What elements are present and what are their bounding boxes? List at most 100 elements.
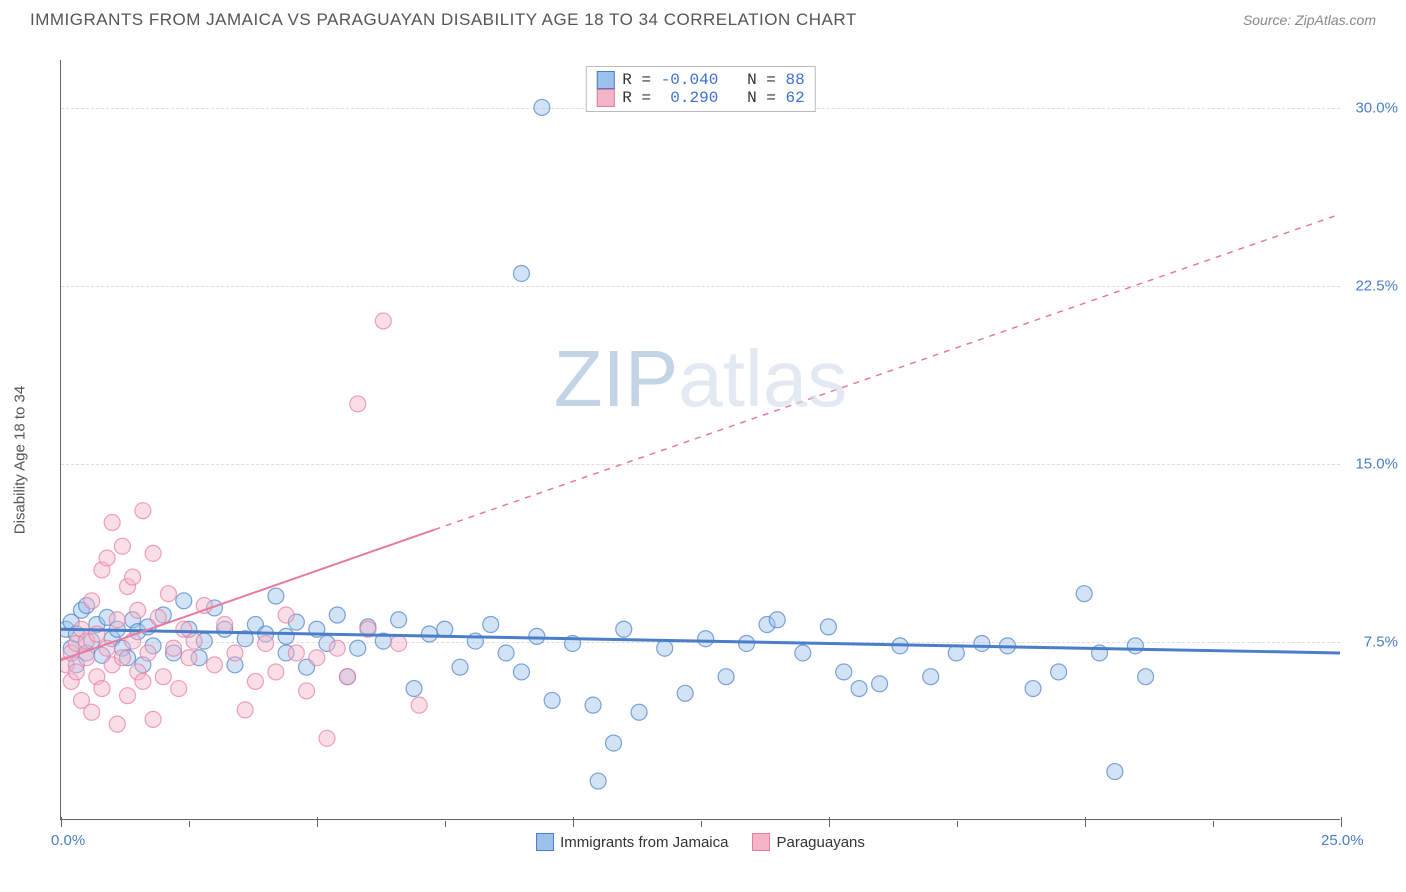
- data-point-paraguay: [125, 569, 141, 585]
- data-point-paraguay: [268, 664, 284, 680]
- data-point-paraguay: [145, 711, 161, 727]
- data-point-jamaica: [836, 664, 852, 680]
- data-point-paraguay: [140, 645, 156, 661]
- data-point-jamaica: [513, 265, 529, 281]
- correlation-text: R = 0.290 N = 62: [622, 89, 804, 107]
- x-axis-max-label: 25.0%: [1321, 832, 1364, 849]
- data-point-jamaica: [278, 628, 294, 644]
- x-tick-minor: [445, 821, 446, 827]
- series-legend: Immigrants from Jamaica Paraguayans: [61, 833, 1340, 851]
- data-point-jamaica: [974, 635, 990, 651]
- data-point-jamaica: [1025, 681, 1041, 697]
- x-tick-minor: [957, 821, 958, 827]
- data-point-paraguay: [181, 650, 197, 666]
- correlation-row-jamaica: R = -0.040 N = 88: [596, 71, 804, 89]
- source-attribution: Source: ZipAtlas.com: [1243, 12, 1376, 28]
- data-point-paraguay: [150, 609, 166, 625]
- data-point-jamaica: [590, 773, 606, 789]
- data-point-jamaica: [631, 704, 647, 720]
- legend-label: Immigrants from Jamaica: [560, 834, 728, 851]
- data-point-paraguay: [299, 683, 315, 699]
- data-point-jamaica: [529, 628, 545, 644]
- x-tick-minor: [1213, 821, 1214, 827]
- data-point-paraguay: [135, 503, 151, 519]
- data-point-paraguay: [114, 538, 130, 554]
- data-point-paraguay: [309, 650, 325, 666]
- data-point-paraguay: [329, 640, 345, 656]
- data-point-jamaica: [176, 593, 192, 609]
- data-point-jamaica: [657, 640, 673, 656]
- data-point-paraguay: [114, 650, 130, 666]
- correlation-text: R = -0.040 N = 88: [622, 71, 804, 89]
- data-point-jamaica: [677, 685, 693, 701]
- data-point-paraguay: [227, 645, 243, 661]
- data-point-jamaica: [329, 607, 345, 623]
- y-tick-label: 30.0%: [1355, 99, 1398, 116]
- data-point-paraguay: [130, 602, 146, 618]
- data-point-paraguay: [350, 396, 366, 412]
- data-point-paraguay: [206, 657, 222, 673]
- data-point-jamaica: [483, 617, 499, 633]
- data-point-paraguay: [237, 702, 253, 718]
- data-point-jamaica: [698, 631, 714, 647]
- plot-area: ZIPatlas R = -0.040 N = 88R = 0.290 N = …: [60, 60, 1340, 820]
- legend-item-paraguay: Paraguayans: [752, 833, 864, 851]
- correlation-row-paraguay: R = 0.290 N = 62: [596, 89, 804, 107]
- data-point-paraguay: [145, 545, 161, 561]
- data-point-paraguay: [84, 593, 100, 609]
- legend-swatch-icon: [596, 71, 614, 89]
- x-axis-min-label: 0.0%: [51, 832, 85, 849]
- data-point-paraguay: [288, 645, 304, 661]
- data-point-paraguay: [171, 681, 187, 697]
- y-tick-label: 22.5%: [1355, 277, 1398, 294]
- data-point-paraguay: [217, 617, 233, 633]
- data-point-paraguay: [120, 688, 136, 704]
- page-title: IMMIGRANTS FROM JAMAICA VS PARAGUAYAN DI…: [30, 10, 857, 30]
- x-tick-major: [1341, 817, 1342, 827]
- data-point-paraguay: [104, 515, 120, 531]
- correlation-chart: Disability Age 18 to 34 ZIPatlas R = -0.…: [50, 60, 1370, 860]
- legend-swatch-icon: [752, 833, 770, 851]
- data-point-paraguay: [99, 550, 115, 566]
- data-point-paraguay: [375, 313, 391, 329]
- data-point-jamaica: [268, 588, 284, 604]
- legend-swatch-icon: [536, 833, 554, 851]
- data-point-paraguay: [166, 640, 182, 656]
- data-point-paraguay: [84, 704, 100, 720]
- x-tick-minor: [701, 821, 702, 827]
- data-point-jamaica: [585, 697, 601, 713]
- data-point-paraguay: [391, 635, 407, 651]
- data-point-paraguay: [68, 664, 84, 680]
- data-point-paraguay: [186, 633, 202, 649]
- data-point-jamaica: [1127, 638, 1143, 654]
- correlation-legend-box: R = -0.040 N = 88R = 0.290 N = 62: [585, 66, 815, 112]
- data-point-jamaica: [391, 612, 407, 628]
- data-point-jamaica: [1051, 664, 1067, 680]
- x-tick-minor: [189, 821, 190, 827]
- plot-svg: [61, 60, 1340, 819]
- y-axis-label: Disability Age 18 to 34: [12, 386, 29, 534]
- data-point-paraguay: [247, 673, 263, 689]
- trendline-dash-paraguay: [434, 214, 1340, 529]
- data-point-jamaica: [616, 621, 632, 637]
- data-point-jamaica: [452, 659, 468, 675]
- data-point-jamaica: [498, 645, 514, 661]
- y-tick-label: 7.5%: [1364, 633, 1398, 650]
- data-point-jamaica: [534, 99, 550, 115]
- data-point-jamaica: [350, 640, 366, 656]
- data-point-jamaica: [1107, 764, 1123, 780]
- data-point-jamaica: [851, 681, 867, 697]
- data-point-jamaica: [606, 735, 622, 751]
- data-point-jamaica: [544, 692, 560, 708]
- data-point-jamaica: [1138, 669, 1154, 685]
- data-point-paraguay: [258, 635, 274, 651]
- data-point-jamaica: [923, 669, 939, 685]
- legend-swatch-icon: [596, 89, 614, 107]
- data-point-paraguay: [109, 716, 125, 732]
- data-point-paraguay: [411, 697, 427, 713]
- data-point-paraguay: [340, 669, 356, 685]
- data-point-paraguay: [278, 607, 294, 623]
- data-point-jamaica: [795, 645, 811, 661]
- data-point-paraguay: [94, 681, 110, 697]
- data-point-jamaica: [718, 669, 734, 685]
